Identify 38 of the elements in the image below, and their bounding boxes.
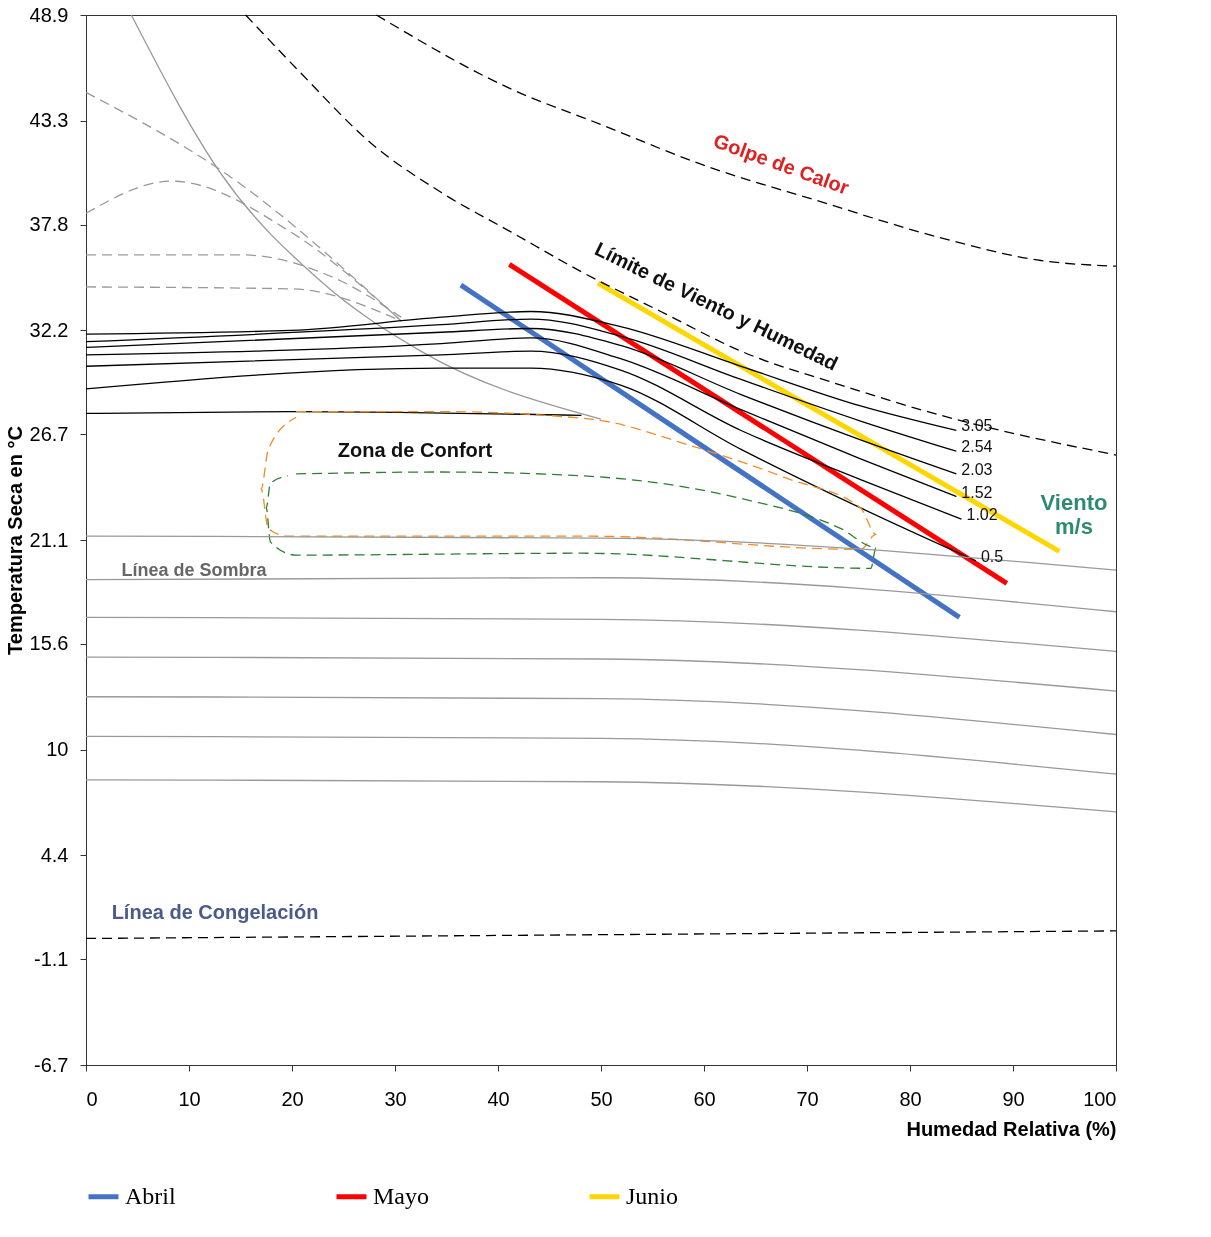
x-tick-label: 100 — [1083, 1087, 1117, 1110]
annotation: 0.5 — [980, 547, 1004, 565]
legend-label: Mayo — [373, 1182, 429, 1209]
x-tick-label: 60 — [693, 1087, 716, 1110]
annotation: Viento m/s — [1040, 490, 1108, 539]
x-tick-label: 40 — [487, 1087, 510, 1110]
y-tick-label: 48.9 — [29, 3, 69, 26]
annotation: 1.52 — [961, 483, 993, 501]
annotation: Zona de Confort — [337, 439, 493, 461]
legend-label: Abril — [125, 1182, 176, 1209]
annotation: Línea de Congelación — [111, 901, 319, 923]
x-tick-label: 80 — [899, 1087, 922, 1110]
x-tick-label: 20 — [281, 1087, 304, 1110]
y-tick-label: 21.1 — [29, 528, 69, 551]
y-tick-label: 4.4 — [40, 843, 69, 866]
x-tick-label: 30 — [384, 1087, 407, 1110]
annotation: Línea de Sombra — [121, 560, 268, 580]
y-axis-title: Temperatura Seca en °C — [3, 426, 26, 655]
x-axis-title: Humedad Relativa (%) — [906, 1117, 1117, 1140]
annotation: Golpe de Calor — [710, 129, 853, 199]
y-tick-label: -1.1 — [34, 947, 69, 970]
y-tick-label: 10 — [46, 738, 69, 761]
y-tick-label: 43.3 — [29, 109, 69, 132]
x-tick-label: 0 — [86, 1087, 98, 1110]
x-tick-label: 10 — [178, 1087, 201, 1110]
x-tick-label: 90 — [1002, 1087, 1025, 1110]
x-tick-label: 50 — [590, 1087, 613, 1110]
legend-label: Junio — [626, 1182, 679, 1209]
x-tick-label: 70 — [796, 1087, 819, 1110]
y-tick-label: -6.7 — [34, 1053, 69, 1076]
annotation: 2.03 — [961, 460, 993, 478]
y-tick-label: 15.6 — [29, 632, 69, 655]
annotation: 1.02 — [966, 506, 998, 524]
y-tick-label: 37.8 — [29, 213, 69, 236]
y-tick-label: 32.2 — [29, 318, 69, 341]
annotation: 2.54 — [961, 438, 993, 456]
annotation: 3.05 — [961, 417, 993, 435]
y-tick-label: 26.7 — [29, 422, 69, 445]
